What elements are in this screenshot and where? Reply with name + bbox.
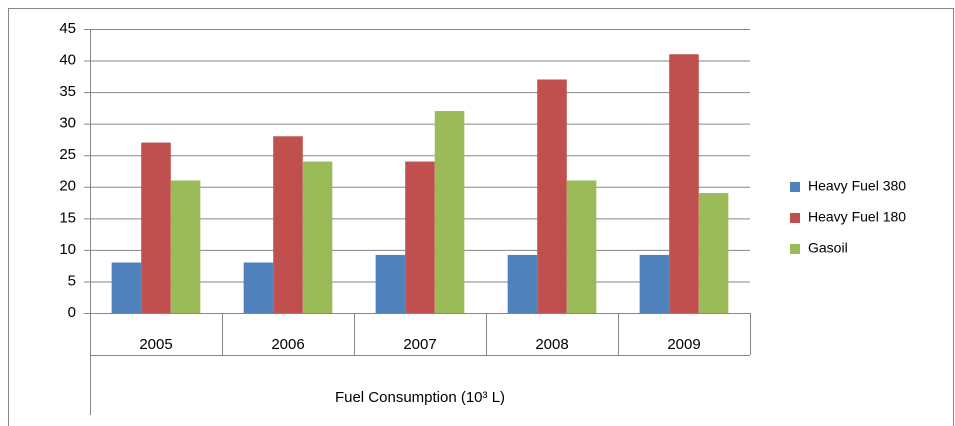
bar: [566, 180, 597, 313]
y-tick-label: 40: [59, 52, 76, 69]
chart-border: [8, 8, 954, 426]
bar: [243, 262, 274, 313]
y-tick-label: 25: [59, 146, 76, 163]
bar: [273, 136, 303, 313]
legend-label: Gasoil: [808, 240, 848, 256]
x-tick-label: 2008: [535, 336, 568, 353]
bar: [537, 79, 567, 313]
bar: [375, 254, 406, 313]
x-axis-label: Fuel Consumption (10³ L): [335, 389, 505, 406]
legend-label: Heavy Fuel 180: [808, 209, 906, 225]
x-tick-label: 2009: [667, 336, 700, 353]
legend-label: Heavy Fuel 380: [808, 178, 906, 194]
y-tick-label: 20: [59, 178, 76, 195]
bar: [141, 142, 171, 313]
x-tick-label: 2006: [271, 336, 304, 353]
y-tick-label: 45: [59, 20, 76, 37]
bar: [405, 161, 435, 313]
legend-swatch: [790, 213, 800, 223]
x-tick-label: 2005: [139, 336, 172, 353]
bar: [111, 262, 142, 313]
legend-swatch: [790, 182, 800, 192]
bar: [302, 161, 333, 313]
bar: [170, 180, 201, 313]
y-tick-label: 5: [68, 272, 76, 289]
bar: [434, 111, 465, 314]
y-tick-label: 10: [59, 241, 76, 258]
y-tick-label: 30: [59, 115, 76, 132]
y-tick-label: 15: [59, 209, 76, 226]
bar: [639, 254, 670, 313]
y-tick-label: 35: [59, 83, 76, 100]
bar: [669, 54, 699, 313]
x-tick-label: 2007: [403, 336, 436, 353]
bar: [507, 254, 538, 313]
bar: [698, 193, 729, 313]
y-tick-label: 0: [68, 304, 76, 321]
legend-swatch: [790, 244, 800, 254]
